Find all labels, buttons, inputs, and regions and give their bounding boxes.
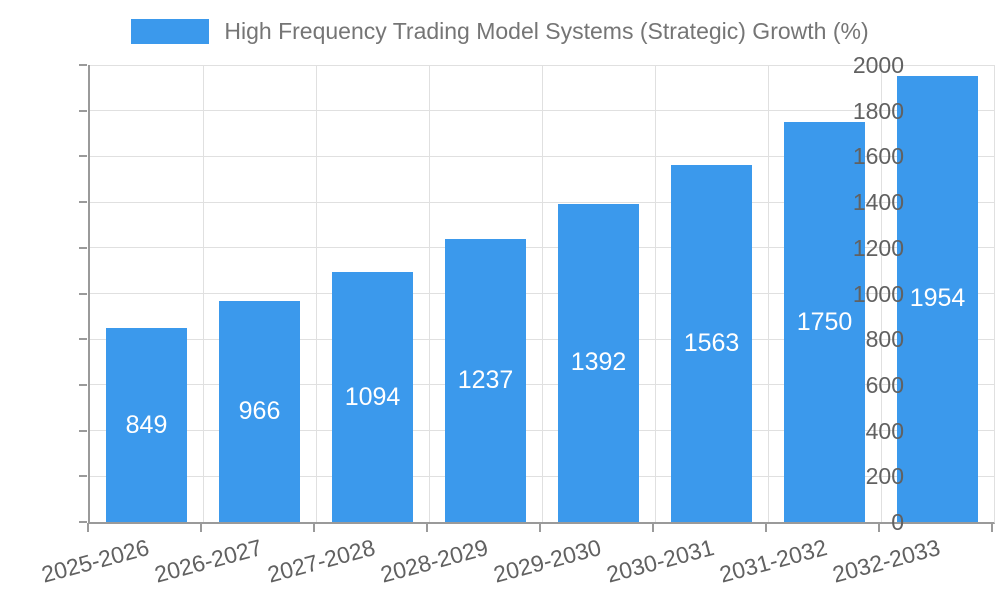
y-tick-label: 1600 xyxy=(852,143,904,170)
bar-2030-2031: 1563 xyxy=(671,164,752,522)
y-tick-mark xyxy=(79,109,87,112)
bar-2032-2033: 1954 xyxy=(897,75,978,522)
x-tick-mark xyxy=(200,523,202,532)
y-tick-mark xyxy=(79,383,87,386)
y-tick-label: 400 xyxy=(865,417,904,444)
y-tick-label: 2000 xyxy=(852,52,904,78)
vertical-gridline xyxy=(541,65,543,522)
y-tick-label: 1000 xyxy=(852,280,904,307)
bar-2029-2030: 1392 xyxy=(558,203,639,522)
bar-value-label: 1392 xyxy=(570,348,627,377)
x-tick-mark xyxy=(652,523,654,532)
y-tick-mark xyxy=(79,155,87,158)
x-tick-label: 2028-2029 xyxy=(377,534,491,588)
vertical-gridline xyxy=(767,65,769,522)
x-tick-label: 2030-2031 xyxy=(603,534,717,588)
bar-value-label: 1750 xyxy=(796,307,853,336)
bar-value-label: 1954 xyxy=(909,284,966,313)
x-tick-mark xyxy=(539,523,541,532)
plot-area: 849 966 1094 1237 1392 1563 1750 1954 xyxy=(88,64,995,524)
legend-swatch xyxy=(131,19,210,44)
x-tick-label: 2029-2030 xyxy=(490,534,604,588)
vertical-gridline xyxy=(654,65,656,522)
x-axis-tick-labels: 2025-2026 2026-2027 2027-2028 2028-2029 2029… xyxy=(38,534,992,600)
x-tick-label: 2027-2028 xyxy=(264,534,378,588)
x-tick-label: 2032-2033 xyxy=(829,534,943,588)
bar-value-label: 849 xyxy=(125,410,168,439)
chart-legend: High Frequency Trading Model Systems (St… xyxy=(0,18,1000,45)
vertical-gridline xyxy=(880,65,882,522)
bar-2026-2027: 966 xyxy=(219,301,300,522)
x-tick-mark xyxy=(765,523,767,532)
x-tick-label: 2025-2026 xyxy=(38,534,152,588)
bar-2028-2029: 1237 xyxy=(445,239,526,522)
y-tick-mark xyxy=(79,429,87,432)
y-tick-label: 1800 xyxy=(852,97,904,124)
x-tick-mark xyxy=(991,523,993,532)
legend-label: High Frequency Trading Model Systems (St… xyxy=(224,18,869,44)
y-tick-mark xyxy=(79,521,87,523)
y-tick-label: 800 xyxy=(865,326,904,353)
vertical-gridline xyxy=(202,65,204,522)
bar-value-label: 966 xyxy=(238,397,281,426)
bar-2025-2026: 849 xyxy=(106,328,187,522)
x-tick-mark xyxy=(87,523,89,532)
y-tick-mark xyxy=(79,64,87,66)
y-tick-mark xyxy=(79,338,87,341)
bar-value-label: 1563 xyxy=(683,328,740,357)
vertical-gridline xyxy=(428,65,430,522)
bar-2027-2028: 1094 xyxy=(332,272,413,522)
bar-2031-2032: 1750 xyxy=(784,122,865,522)
y-tick-mark xyxy=(79,292,87,295)
x-tick-label: 2031-2032 xyxy=(716,534,830,588)
bar-value-label: 1237 xyxy=(457,366,514,395)
y-tick-label: 1200 xyxy=(852,234,904,261)
bar-value-label: 1094 xyxy=(344,382,401,411)
y-tick-mark xyxy=(79,201,87,204)
vertical-gridline xyxy=(315,65,317,522)
y-tick-label: 1400 xyxy=(852,189,904,216)
y-tick-label: 600 xyxy=(865,371,904,398)
y-tick-label: 200 xyxy=(865,463,904,490)
x-tick-mark xyxy=(878,523,880,532)
x-tick-label: 2026-2027 xyxy=(151,534,265,588)
x-tick-mark xyxy=(426,523,428,532)
x-tick-mark xyxy=(313,523,315,532)
y-tick-label: 0 xyxy=(891,509,904,535)
y-tick-mark xyxy=(79,246,87,249)
y-tick-mark xyxy=(79,475,87,478)
